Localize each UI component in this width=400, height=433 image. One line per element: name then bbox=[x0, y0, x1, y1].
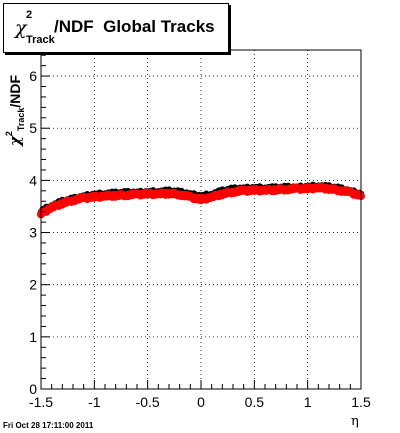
title-chi-symbol: χ bbox=[15, 17, 27, 39]
y-axis-label-text: /NDF bbox=[7, 74, 23, 108]
x-axis-label: η bbox=[351, 414, 359, 429]
x-tick-label: 0.5 bbox=[245, 394, 265, 410]
y-tick-label: 2 bbox=[29, 277, 37, 293]
x-tick-label: -0.5 bbox=[136, 394, 160, 410]
title-subscript: Track bbox=[26, 34, 55, 46]
axis-ticks bbox=[40, 54, 362, 390]
chart-title: /NDF Global Tracks bbox=[54, 17, 215, 36]
x-tick-label: 0 bbox=[197, 394, 205, 410]
series-1 bbox=[37, 182, 365, 219]
y-tick-label: 4 bbox=[29, 172, 37, 188]
y-axis-chi-symbol: χ bbox=[6, 136, 24, 146]
x-tick-label: 1.5 bbox=[351, 394, 371, 410]
y-tick-label: 5 bbox=[29, 120, 37, 136]
y-tick-label: 3 bbox=[29, 225, 37, 241]
y-tick-labels: 0 1 2 3 4 5 6 bbox=[29, 68, 37, 397]
y-tick-label: 6 bbox=[29, 68, 37, 84]
title-box: χ 2 Track /NDF Global Tracks bbox=[3, 3, 229, 53]
y-axis-label: χ2Track/NDF bbox=[4, 74, 26, 146]
x-tick-label: -1.5 bbox=[29, 394, 53, 410]
grid-lines bbox=[41, 50, 361, 389]
y-tick-label: 0 bbox=[29, 381, 37, 397]
y-axis-subscript: Track bbox=[16, 107, 26, 132]
series-layer bbox=[37, 181, 365, 219]
title-superscript: 2 bbox=[26, 9, 33, 21]
x-tick-labels: -1.5 -1 -0.5 0 0.5 1 1.5 bbox=[29, 394, 371, 410]
y-tick-label: 1 bbox=[29, 329, 37, 345]
timestamp: Fri Oct 28 17:11:00 2011 bbox=[3, 421, 94, 430]
y-axis-superscript: 2 bbox=[4, 131, 14, 137]
x-tick-label: -1 bbox=[88, 394, 101, 410]
x-tick-label: 1 bbox=[304, 394, 312, 410]
